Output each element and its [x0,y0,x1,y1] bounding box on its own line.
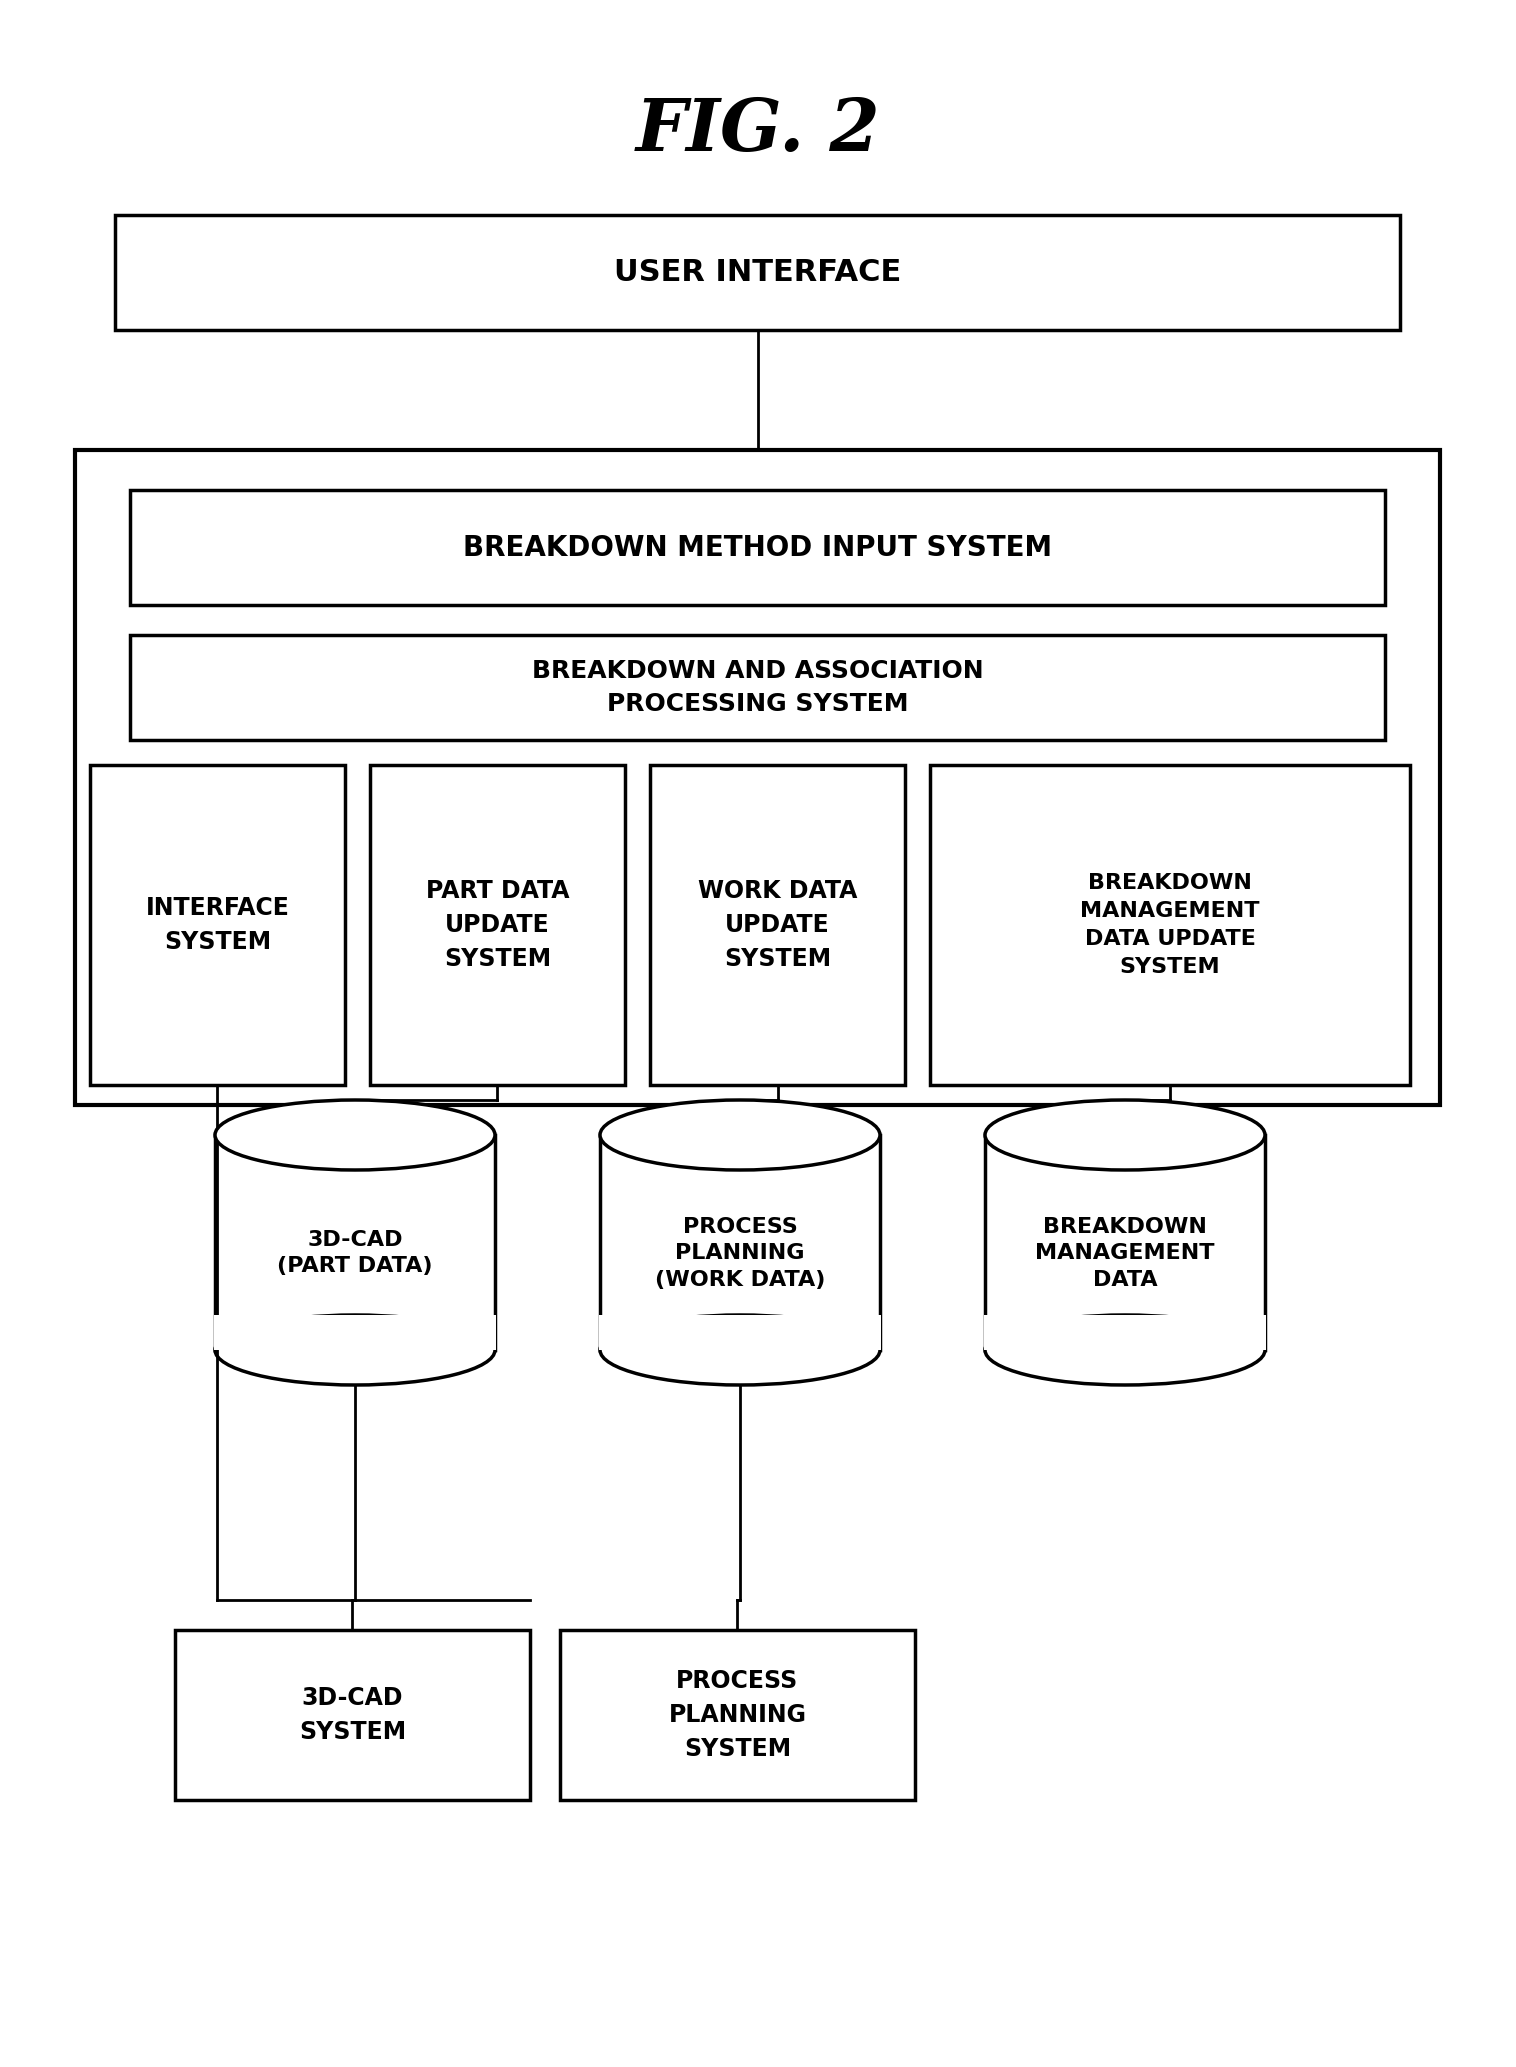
Ellipse shape [215,1315,496,1385]
Bar [559,1631,916,1800]
Bar [985,1135,1264,1350]
Bar [370,765,625,1085]
Text: BREAKDOWN METHOD INPUT SYSTEM: BREAKDOWN METHOD INPUT SYSTEM [462,533,1052,562]
Text: PROCESS
PLANNING
(WORK DATA): PROCESS PLANNING (WORK DATA) [655,1217,825,1290]
Ellipse shape [215,1100,496,1170]
Text: BREAKDOWN
MANAGEMENT
DATA UPDATE
SYSTEM: BREAKDOWN MANAGEMENT DATA UPDATE SYSTEM [1081,872,1260,978]
Bar [600,1135,879,1350]
Bar [74,451,1440,1106]
Ellipse shape [600,1100,879,1170]
Bar [115,215,1399,331]
Text: PART DATA
UPDATE
SYSTEM: PART DATA UPDATE SYSTEM [426,878,568,971]
Bar [929,765,1410,1085]
Text: 3D-CAD
(PART DATA): 3D-CAD (PART DATA) [277,1230,432,1277]
Ellipse shape [985,1315,1264,1385]
Text: BREAKDOWN
MANAGEMENT
DATA: BREAKDOWN MANAGEMENT DATA [1035,1217,1214,1290]
Bar [130,490,1386,606]
Bar [174,1631,531,1800]
Bar [130,635,1386,740]
Bar [215,1135,496,1350]
Text: BREAKDOWN AND ASSOCIATION
PROCESSING SYSTEM: BREAKDOWN AND ASSOCIATION PROCESSING SYS… [532,659,984,717]
Text: 3D-CAD
SYSTEM: 3D-CAD SYSTEM [299,1687,406,1745]
Bar [599,1315,881,1350]
Text: PROCESS
PLANNING
SYSTEM: PROCESS PLANNING SYSTEM [669,1670,807,1761]
Bar [650,765,905,1085]
Bar [984,1315,1266,1350]
Text: FIG. 2: FIG. 2 [635,95,881,165]
Ellipse shape [600,1315,879,1385]
Bar [89,765,346,1085]
Text: USER INTERFACE: USER INTERFACE [614,258,901,287]
Bar [214,1315,496,1350]
Text: INTERFACE
SYSTEM: INTERFACE SYSTEM [146,897,290,953]
Text: WORK DATA
UPDATE
SYSTEM: WORK DATA UPDATE SYSTEM [697,878,857,971]
Ellipse shape [985,1100,1264,1170]
